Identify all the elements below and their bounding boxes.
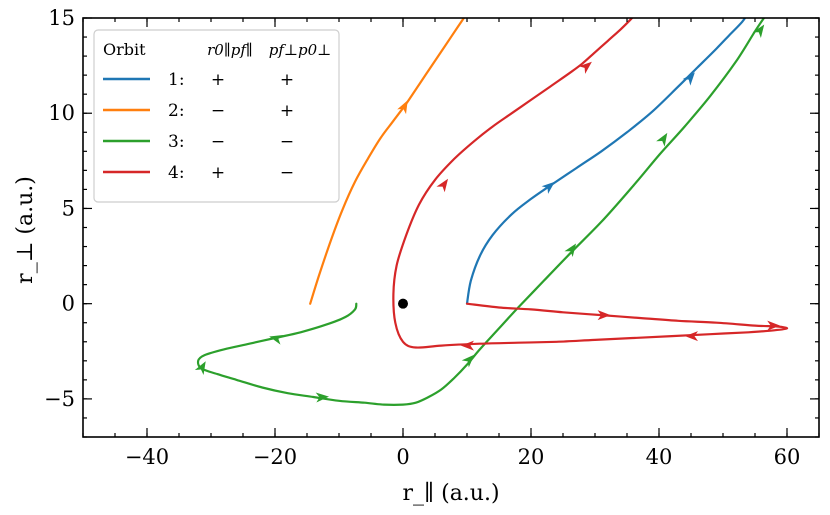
arrow-marker-orbit-3-7 [269, 334, 284, 345]
legend-rows: 1: + +2: − +3: − − 4: + − [103, 70, 294, 183]
series-line-orbit-3 [196, 18, 766, 406]
y-tick-label: 0 [62, 292, 75, 316]
legend-row-col2: − [280, 163, 294, 183]
legend-row-col2: − [280, 132, 294, 152]
legend-header-orbit: Orbit [103, 40, 146, 59]
legend-row-label: 1: [168, 70, 185, 90]
legend-row-label: 4: [168, 163, 185, 183]
ticks-layer [82, 17, 820, 438]
origin-marker-point [398, 298, 408, 309]
y-tick-label: 5 [62, 196, 75, 220]
y-axis-label: r_⊥ (a.u.) [13, 176, 38, 284]
arrow-marker-orbit-4-5 [436, 178, 449, 193]
legend-box [93, 29, 340, 203]
legend-header-col2: pf⊥p0⊥ [269, 41, 332, 59]
x-tick-labels: −40 −20 0 20 40 60 [125, 445, 801, 469]
x-tick-label: 20 [518, 445, 545, 469]
arrow-marker-orbit-1-1 [541, 181, 555, 194]
arrow-marker-orbit-4-3 [685, 331, 698, 342]
series-layer [196, 18, 789, 406]
legend: Orbit r0∥pf∥ pf⊥p0⊥ 1: + +2: − +3: − − 4: + − [93, 29, 340, 203]
arrow-marker-orbit-4-6 [578, 61, 592, 74]
y-tick-labels: −5 0 5 10 15 [44, 6, 75, 411]
legend-row-col2: + [280, 70, 294, 90]
arrow-marker-orbit-2-1 [397, 100, 408, 115]
arrow-marker-orbit-3-3 [752, 24, 765, 39]
arrow-marker-orbit-3-2 [656, 132, 668, 147]
arrow-marker-orbit-4-1 [597, 310, 611, 321]
arrow-marker-orbit-3-5 [315, 392, 329, 403]
x-tick-label: −40 [125, 445, 169, 469]
arrow-marker-orbit-3-4 [461, 354, 475, 368]
legend-row-col1: + [211, 163, 225, 183]
x-axis-label: r_∥ (a.u.) [402, 481, 499, 506]
y-tick-label: 10 [48, 101, 75, 125]
arrow-marker-orbit-1-2 [682, 72, 695, 86]
legend-row-col1: − [211, 132, 225, 152]
arrow-marker-orbit-3-1 [564, 243, 577, 258]
legend-row-col1: + [211, 70, 225, 90]
series-line-orbit-1 [465, 18, 747, 305]
legend-row-col2: + [280, 101, 294, 121]
arrow-marker-orbit-4-4 [461, 340, 474, 351]
arrow-marker-orbit-3-6 [194, 361, 206, 376]
x-tick-label: 0 [396, 445, 409, 469]
y-tick-label: 15 [48, 6, 75, 30]
legend-header-col1: r0∥pf∥ [207, 41, 253, 59]
x-tick-label: 60 [774, 445, 801, 469]
arrow-layer [194, 24, 781, 403]
series-line-orbit-4 [392, 18, 789, 349]
arrow-marker-orbit-4-2 [767, 320, 781, 331]
legend-row-label: 3: [168, 132, 185, 152]
series-line-orbit-2 [309, 18, 466, 305]
x-tick-label: 40 [646, 445, 673, 469]
y-tick-label: −5 [44, 387, 75, 411]
x-tick-label: −20 [253, 445, 297, 469]
legend-row-col1: − [211, 101, 225, 121]
legend-row-label: 2: [168, 101, 185, 121]
